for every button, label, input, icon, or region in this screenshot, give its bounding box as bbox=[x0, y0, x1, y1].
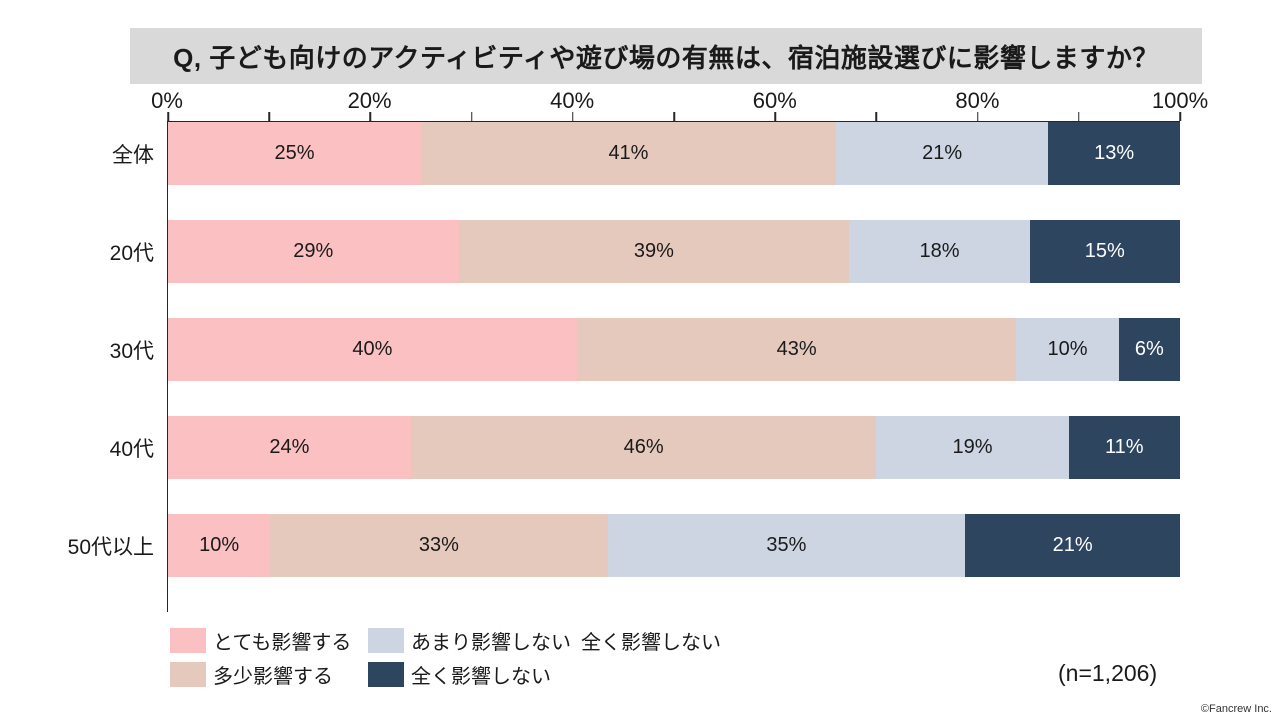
bar-value-label: 33% bbox=[418, 534, 459, 556]
legend: とても影響する あまり影響しない 全く影響しない 多少影響する 全く影響しない bbox=[170, 626, 721, 694]
bar-segment: 21% bbox=[965, 514, 1180, 577]
sample-size-label: (n=1,206) bbox=[1058, 660, 1158, 686]
x-axis-tick-label: 0% bbox=[151, 88, 183, 113]
legend-label: 全く影響しない bbox=[411, 665, 551, 688]
x-axis-tick bbox=[1078, 112, 1080, 121]
x-axis-tick-label: 80% bbox=[955, 88, 1000, 113]
category-label: 30代 bbox=[109, 339, 154, 363]
bar-segment: 43% bbox=[576, 318, 1017, 381]
legend-label: とても影響する bbox=[213, 631, 352, 654]
bar-value-label: 10% bbox=[199, 534, 240, 556]
legend-item: 多少影響する bbox=[170, 660, 368, 689]
bar-segment: 21% bbox=[835, 122, 1049, 185]
legend-item: とても影響する bbox=[170, 626, 368, 655]
bar-segment: 40% bbox=[168, 318, 577, 381]
bar-segment: 46% bbox=[410, 416, 877, 479]
bar-value-label: 21% bbox=[1052, 534, 1093, 556]
category-label: 50代以上 bbox=[67, 535, 154, 559]
legend-row: とても影響する あまり影響しない 全く影響しない bbox=[170, 626, 721, 654]
legend-item: あまり影響しない bbox=[368, 626, 571, 655]
bar-value-label: 46% bbox=[623, 436, 664, 458]
x-axis-tick bbox=[976, 112, 979, 121]
bar-row: 40代 24% 46% 19% 11% bbox=[110, 416, 1180, 479]
x-axis-tick-label: 40% bbox=[550, 88, 595, 113]
bar-row: 全体 25% 41% 21% 13% bbox=[112, 122, 1180, 185]
bar-value-label: 15% bbox=[1084, 240, 1125, 262]
question-title-bar: Q, 子ども向けのアクティビティや遊び場の有無は、宿泊施設選びに影響しますか？ bbox=[130, 28, 1202, 84]
bar-value-label: 6% bbox=[1134, 338, 1164, 360]
bar-value-label: 19% bbox=[952, 436, 993, 458]
x-axis-tick bbox=[774, 112, 776, 121]
legend-swatch bbox=[368, 661, 404, 687]
legend-label: 多少影響する bbox=[213, 665, 333, 688]
legend-label: 全く影響しない bbox=[581, 631, 721, 654]
bar-value-label: 24% bbox=[269, 436, 310, 458]
legend-label: あまり影響しない bbox=[411, 631, 571, 654]
bar-value-label: 39% bbox=[633, 240, 674, 262]
bar-segment: 19% bbox=[876, 416, 1069, 479]
bar-value-label: 21% bbox=[922, 142, 963, 164]
bar-segment: 33% bbox=[270, 514, 608, 577]
bar-segment: 25% bbox=[168, 122, 421, 185]
x-axis-tick bbox=[875, 112, 878, 121]
legend-swatch bbox=[368, 627, 404, 653]
legend-row: 多少影響する 全く影響しない bbox=[170, 660, 721, 688]
x-axis-tick bbox=[167, 112, 169, 121]
bar-segment: 10% bbox=[168, 514, 271, 577]
x-axis-tick bbox=[673, 112, 675, 121]
copyright-label: ©Fancrew Inc. bbox=[1200, 703, 1272, 715]
bar-value-label: 18% bbox=[919, 240, 960, 262]
bar-value-label: 25% bbox=[274, 142, 315, 164]
plot-area: 全体 25% 41% 21% 13% 20代 29% 39% 18% 15% 30代 40% 43% 10… bbox=[68, 112, 1181, 612]
bar-row: 30代 40% 43% 10% 6% bbox=[110, 318, 1180, 381]
bar-value-label: 35% bbox=[766, 534, 807, 556]
x-axis-labels: 0% 20% 40% 60% 80% 100% bbox=[151, 88, 1208, 114]
bar-segment: 11% bbox=[1068, 416, 1180, 479]
bar-value-label: 41% bbox=[608, 142, 649, 164]
bar-segment: 13% bbox=[1048, 122, 1180, 185]
bar-segment: 39% bbox=[458, 220, 850, 283]
x-axis-tick bbox=[572, 112, 574, 121]
bar-segment: 35% bbox=[607, 514, 966, 577]
bar-segment: 10% bbox=[1016, 318, 1119, 381]
x-axis-tick-label: 20% bbox=[347, 88, 392, 113]
category-label: 20代 bbox=[109, 241, 154, 265]
x-axis-tick bbox=[268, 112, 270, 121]
bar-row: 20代 29% 39% 18% 15% bbox=[110, 220, 1180, 283]
legend-item: 全く影響しない bbox=[368, 660, 551, 689]
bar-segment: 6% bbox=[1118, 318, 1180, 381]
bar-segment: 41% bbox=[421, 122, 836, 185]
bar-row: 50代以上 10% 33% 35% 21% bbox=[68, 514, 1180, 577]
bar-value-label: 40% bbox=[352, 338, 393, 360]
x-axis-tick bbox=[1179, 112, 1181, 121]
x-axis-tick-label: 60% bbox=[752, 88, 797, 113]
bar-segment: 18% bbox=[849, 220, 1030, 283]
bar-segment: 29% bbox=[168, 220, 459, 283]
legend-swatch bbox=[170, 661, 206, 687]
category-label: 全体 bbox=[112, 143, 154, 167]
x-axis-tick bbox=[369, 112, 372, 121]
bar-segment: 15% bbox=[1029, 220, 1180, 283]
question-title: Q, 子ども向けのアクティビティや遊び場の有無は、宿泊施設選びに影響しますか？ bbox=[173, 42, 1159, 73]
bar-value-label: 10% bbox=[1047, 338, 1088, 360]
bar-value-label: 43% bbox=[776, 338, 817, 360]
bar-value-label: 29% bbox=[293, 240, 334, 262]
legend-swatch bbox=[170, 627, 206, 653]
bar-value-label: 13% bbox=[1094, 142, 1135, 164]
bar-value-label: 11% bbox=[1105, 436, 1144, 458]
bar-segment: 24% bbox=[168, 416, 411, 479]
category-label: 40代 bbox=[109, 437, 154, 461]
x-axis-tick-label: 100% bbox=[1151, 88, 1209, 113]
x-axis-tick bbox=[470, 112, 473, 121]
